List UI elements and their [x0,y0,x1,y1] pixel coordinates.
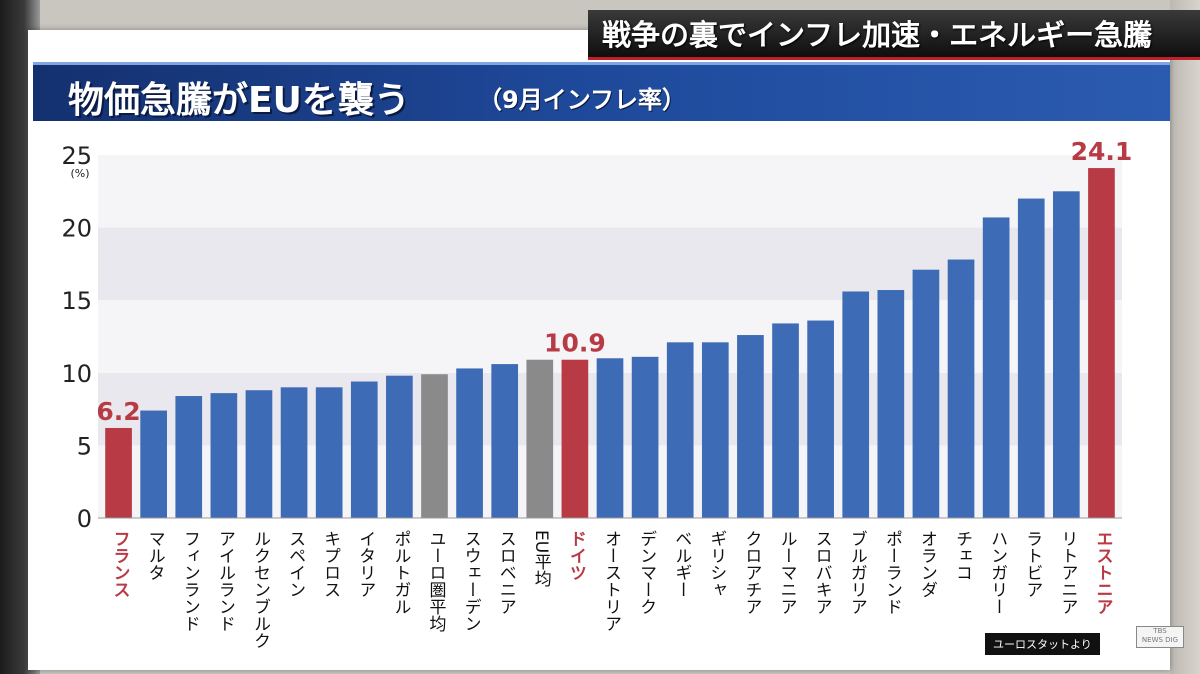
x-tick-label: EU平均 [531,530,552,588]
bar [386,375,413,518]
bar [315,387,343,518]
bar [1053,191,1080,519]
chart-title: 物価急騰がEUを襲う [68,80,410,121]
x-tick-label: スロバキア [812,530,832,615]
news-logo-line1: TBS [1153,627,1167,635]
x-tick-label: フランス [110,530,130,598]
x-tick-label: スウェーデン [461,530,481,632]
x-tick-label: アイルランド [215,530,235,632]
bar [912,269,940,518]
x-tick-label: チェコ [952,530,972,581]
bar [280,387,308,518]
x-tick-label: オランダ [917,530,937,598]
bar [737,335,764,518]
x-tick-label: マルタ [145,530,165,581]
grid-band [98,155,1122,228]
bar [526,359,554,518]
y-tick-label: 20 [61,215,92,243]
x-tick-label: キプロス [320,530,340,598]
data-label: 24.1 [1071,137,1133,166]
y-tick-label: 25 [61,142,92,170]
bar [491,364,519,518]
bar [175,396,203,518]
bar [245,390,273,518]
x-tick-label: ポーランド [882,530,902,615]
x-tick-label: ギリシャ [706,530,726,598]
bar [701,342,729,518]
data-label: 6.2 [96,397,140,426]
x-tick-label: エストニア [1092,530,1112,615]
bar [666,342,694,518]
headline-banner: 戦争の裏でインフレ加速・エネルギー急騰 [588,10,1200,60]
bar [210,393,238,518]
bar [982,217,1010,518]
bar [1088,168,1115,518]
x-tick-label: デンマーク [636,530,656,615]
x-tick-label: スロベニア [496,530,516,615]
chart-title-bar: 物価急騰がEUを襲う （9月インフレ率） [33,62,1170,121]
source-credit: ユーロスタットより [985,633,1100,655]
x-tick-label: ユーロ圏平均 [425,530,446,633]
x-tick-label: ルクセンブルク [250,530,270,649]
bar [456,368,483,518]
x-tick-label: イタリア [355,530,375,598]
x-tick-label: クロアチア [741,530,761,615]
x-tick-label: ベルギー [671,530,691,598]
y-tick-label: 15 [61,287,92,315]
bar [140,410,167,518]
x-tick-label: ラトビア [1022,530,1042,598]
x-tick-label: フィンランド [180,530,200,632]
bar [421,374,448,518]
x-tick-label: ブルガリア [847,530,867,615]
x-tick-label: リトアニア [1057,530,1077,615]
y-tick-label: 5 [77,432,92,460]
bar [561,359,589,518]
news-logo: TBS NEWS DIG [1136,626,1184,648]
bar [877,290,905,518]
y-tick-label: 10 [61,360,92,388]
bar [105,427,132,518]
bar [772,323,799,518]
x-tick-label: ルーマニア [777,530,797,615]
data-label: 10.9 [544,329,606,358]
y-axis-unit: (%) [70,167,89,180]
bar [631,356,659,518]
x-tick-label: オーストリア [601,530,621,632]
bar [842,291,870,518]
bar [947,259,975,518]
chart-subtitle: （9月インフレ率） [478,86,686,114]
x-tick-label: スペイン [285,530,305,598]
bar [350,381,378,518]
bar [596,358,624,518]
bar [807,320,834,518]
bar [1017,198,1045,518]
studio-background-right [1170,0,1200,674]
y-tick-label: 0 [77,505,92,533]
x-tick-label: ポルトガル [390,530,410,615]
x-tick-label: ドイツ [566,530,586,581]
x-tick-label: ハンガリー [987,530,1007,615]
news-logo-line2: NEWS DIG [1141,636,1179,644]
